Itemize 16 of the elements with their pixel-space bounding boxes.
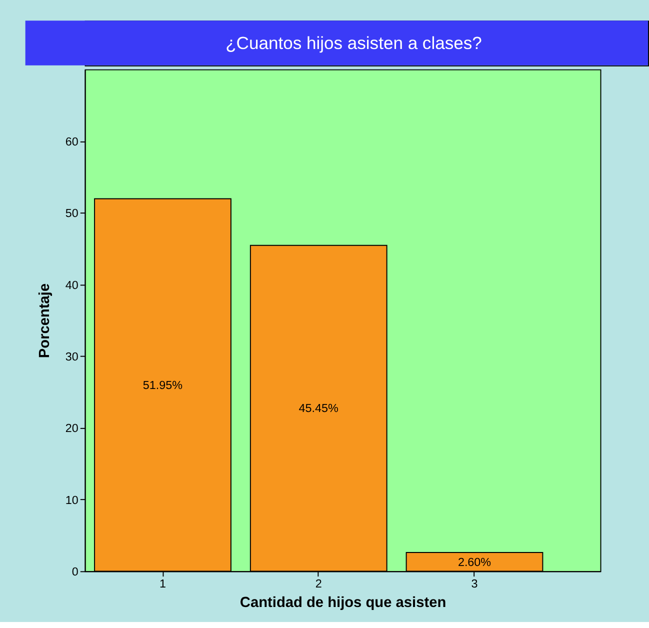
y-tick-label: 50 (65, 207, 79, 220)
data-label: 45.45% (298, 402, 338, 416)
x-axis-title: Cantidad de hijos que asisten (240, 594, 446, 611)
y-tick-label: 40 (65, 278, 79, 292)
x-tick-label: 3 (471, 577, 478, 590)
y-tick-label: 30 (65, 350, 79, 364)
y-tick-label: 10 (65, 494, 79, 507)
chart-title: ¿Cuantos hijos asisten a clases? (226, 32, 482, 53)
data-label: 51.95% (142, 378, 183, 392)
y-tick-label: 0 (72, 566, 79, 579)
x-tick-label: 2 (315, 577, 322, 590)
data-label: 2.60% (458, 556, 492, 569)
x-tick-label: 1 (159, 577, 166, 590)
y-tick-label: 60 (65, 135, 79, 148)
y-tick-label: 20 (65, 422, 79, 436)
y-axis-title: Porcentaje (36, 283, 53, 358)
